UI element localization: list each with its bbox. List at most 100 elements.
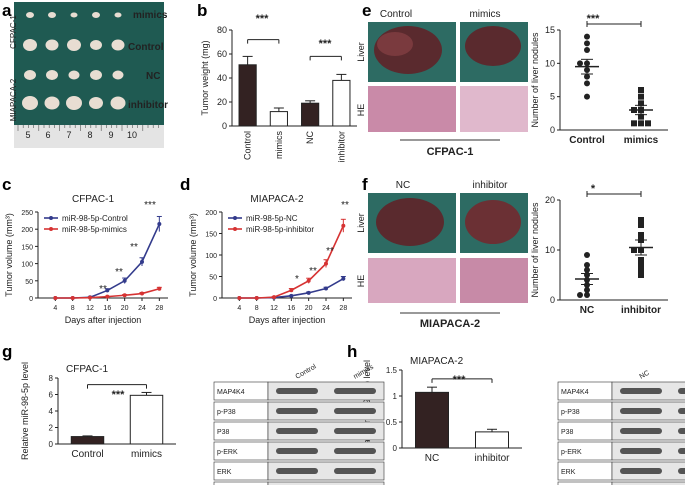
- y-tick-label: 4: [49, 407, 54, 416]
- y-tick-label: 0: [213, 296, 217, 303]
- x-tick-label: NC: [580, 305, 594, 316]
- data-point: [105, 288, 110, 293]
- tumor-specimen: [70, 12, 78, 18]
- x-tick-label: 8: [71, 305, 75, 312]
- y-tick-label: 60: [217, 49, 227, 59]
- bar: [269, 111, 288, 127]
- ruler-numbers: 5 6 7 8 9 10: [25, 130, 137, 140]
- chart-title: CFPAC-1: [72, 194, 114, 205]
- blot-band: [620, 408, 662, 414]
- bar: [301, 102, 320, 127]
- bar: [475, 431, 509, 449]
- legend-marker: [49, 227, 53, 231]
- tumor-specimens: [22, 12, 126, 110]
- data-point: [341, 223, 346, 228]
- data-point: [638, 257, 644, 263]
- blot-lane-bg: [267, 421, 385, 441]
- tumor-specimen: [112, 70, 124, 80]
- col-label-mimics: mimics: [469, 9, 500, 20]
- y-tick-label: 20: [217, 97, 227, 107]
- panel-letter-f: f: [362, 175, 368, 194]
- y-tick-label: 10: [545, 58, 555, 68]
- blot-row-label: p-P38: [217, 409, 236, 416]
- y-tick-label: 6: [49, 391, 54, 400]
- chart-g-mir-level-cfpac1: 0 2 4 6 8 Relative miR-98-5p level Control mimi…: [20, 362, 176, 460]
- legend-label: miR-98-5p-NC: [246, 214, 298, 223]
- y-tick-label: 0: [49, 440, 54, 449]
- blot-row-label: P38: [217, 429, 230, 436]
- blot-band: [334, 428, 376, 434]
- sig-d-28: **: [341, 200, 349, 211]
- x-tick-label: Control: [569, 135, 605, 146]
- data-point: [289, 293, 294, 298]
- x-tick-label: 12: [86, 305, 94, 312]
- ruler-number: 9: [108, 130, 113, 140]
- data-point: [584, 40, 590, 47]
- panel-letter-c: c: [2, 175, 11, 194]
- y-axis-label: Relative miR-98-5p level: [20, 362, 30, 460]
- y-tick-label: 100: [21, 262, 33, 269]
- group-label-inhibitor: inhibitor: [128, 100, 168, 111]
- data-point: [638, 93, 644, 100]
- data-point: [122, 278, 127, 283]
- x-tick-label: Control: [71, 449, 103, 460]
- y-axis-label: Number of liver nodules: [530, 32, 540, 128]
- data-point: [584, 47, 590, 53]
- chart-title: CFPAC-1: [66, 364, 108, 375]
- sig-b-1: ***: [256, 13, 270, 25]
- blot-lane-bg: [267, 441, 385, 461]
- ruler-ticks: [17, 125, 159, 131]
- x-tick-label: 12: [270, 305, 278, 312]
- bar: [332, 79, 351, 127]
- panel-letter-h: h: [347, 342, 357, 361]
- row-label-he: HE: [356, 275, 366, 288]
- ruler-number: 6: [45, 130, 50, 140]
- cell-label-cfpac1: CFPAC-1: [427, 146, 474, 158]
- y-tick-label: 1.5: [386, 366, 398, 375]
- data-point: [638, 232, 644, 238]
- tumor-specimen: [110, 96, 126, 110]
- blot-band: [678, 388, 685, 394]
- data-point: [584, 287, 590, 293]
- data-point: [324, 286, 328, 291]
- blot-band: [620, 428, 662, 434]
- group-label-mimics: mimics: [133, 10, 168, 21]
- chart-e-nodules-cfpac1: 0 5 10 15 Number of liver nodules Control mimi…: [530, 21, 668, 146]
- row-label-liver: Liver: [356, 42, 366, 62]
- col-label-nc: NC: [396, 180, 410, 191]
- col-label-inhibitor: inhibitor: [472, 180, 508, 191]
- he-stain-mimics: [460, 86, 528, 132]
- blot-row-label: MAP4K4: [561, 389, 589, 396]
- ruler-number: 10: [127, 130, 137, 140]
- blot-band: [678, 468, 685, 474]
- group-label-nc: NC: [146, 71, 160, 82]
- x-tick-label: 28: [155, 305, 163, 312]
- ruler-number: 7: [66, 130, 71, 140]
- data-point: [584, 93, 590, 100]
- data-point: [324, 261, 328, 266]
- y-tick-label: 250: [21, 210, 33, 217]
- row-label-miapaca2: MIAPACA-2: [9, 78, 18, 121]
- x-tick-label: 16: [103, 305, 111, 312]
- blot-col-label: Control: [295, 363, 318, 381]
- tumor-specimen: [89, 97, 103, 109]
- x-tick-label: 20: [121, 305, 129, 312]
- sig-d-24: **: [326, 246, 334, 257]
- y-tick-label: 15: [545, 25, 555, 35]
- sig-d-20: **: [309, 266, 317, 277]
- y-tick-label: 50: [25, 279, 33, 286]
- blot-label-box: [213, 481, 269, 485]
- tumor-specimen: [22, 96, 38, 110]
- data-point: [122, 293, 127, 298]
- legend-label: miR-98-5p-mimics: [62, 225, 127, 234]
- liver-nc: [376, 198, 444, 246]
- blot-lane-bg: [611, 481, 685, 485]
- x-tick-label: 4: [53, 305, 57, 312]
- blot-band: [276, 448, 318, 454]
- blot-band: [678, 428, 685, 434]
- sig-g: ***: [112, 389, 126, 401]
- data-point: [140, 291, 144, 296]
- bar: [238, 64, 257, 127]
- blot-row-label: p-P38: [561, 409, 580, 416]
